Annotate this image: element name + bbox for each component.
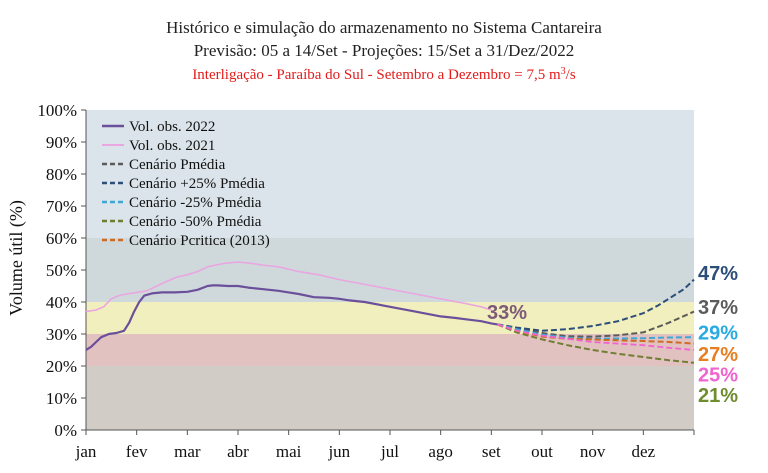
axes: 0% 10% 20% 30% 40% 50% 60% 70% 80% 90% 100% jan fev m…: [37, 101, 695, 461]
end-value-label: 47%: [698, 263, 738, 285]
x-tick-label: dez: [632, 442, 656, 461]
series-line-5: [497, 323, 695, 364]
y-tick-label: 100%: [37, 101, 77, 120]
y-tick-label: 80%: [46, 165, 77, 184]
y-tick-label: 10%: [46, 389, 77, 408]
legend-label: Cenário -25% Pmédia: [129, 195, 262, 211]
x-tick-label: jul: [380, 442, 399, 461]
y-axis-label: Volume útil (%): [6, 200, 27, 316]
y-tick-label: 0%: [54, 421, 77, 440]
end-value-label: 21%: [698, 385, 738, 407]
series-line-7: [497, 323, 695, 351]
range-bands: [86, 110, 694, 430]
legend-label: Cenário Pcritica (2013): [129, 233, 270, 249]
y-tick-label: 30%: [46, 325, 77, 344]
x-tick-label: mai: [276, 442, 302, 461]
band-0: [86, 366, 694, 430]
x-tick-label: jan: [75, 442, 97, 461]
series-layer: [85, 261, 695, 364]
band-4: [86, 110, 694, 238]
end-labels: 47% 37% 29%27%25%21%: [698, 263, 738, 407]
y-tick-label: 50%: [46, 261, 77, 280]
series-line-2: [497, 310, 695, 338]
x-tick-label: nov: [580, 442, 606, 461]
series-line-0: [85, 284, 498, 351]
legend: Vol. obs. 2022 Vol. obs. 2021 Cenário Pméd…: [102, 119, 270, 249]
series-line-3: [497, 278, 695, 332]
x-tick-label: jun: [327, 442, 350, 461]
y-tick-label: 20%: [46, 357, 77, 376]
series-line-4: [497, 323, 695, 340]
y-tick-label: 70%: [46, 197, 77, 216]
x-tick-label: fev: [126, 442, 148, 461]
x-tick-label: mar: [174, 442, 201, 461]
end-value-label: 25%: [698, 365, 738, 387]
chart-note: Interligação - Paraíba do Sul - Setembro…: [192, 66, 576, 84]
x-tick-label: set: [482, 442, 501, 461]
x-tick-label: out: [531, 442, 553, 461]
chart-subtitle: Previsão: 05 a 14/Set - Projeções: 15/Se…: [194, 41, 575, 60]
end-value-label: 37%: [698, 297, 738, 319]
y-tick-label: 90%: [46, 133, 77, 152]
legend-label: Cenário -50% Pmédia: [129, 214, 262, 230]
current-value-label: 33%: [487, 302, 527, 324]
x-tick-label: abr: [227, 442, 249, 461]
legend-label: Cenário +25% Pmédia: [129, 176, 265, 192]
band-1: [86, 334, 694, 366]
legend-label: Vol. obs. 2022: [129, 119, 215, 135]
chart-title: Histórico e simulação do armazenamento n…: [166, 18, 602, 37]
y-tick-label: 60%: [46, 229, 77, 248]
x-tick-label: ago: [428, 442, 453, 461]
legend-label: Vol. obs. 2021: [129, 138, 215, 154]
legend-label: Cenário Pmédia: [129, 157, 226, 173]
end-value-label: 27%: [698, 344, 738, 366]
end-value-label: 29%: [698, 322, 738, 344]
series-line-1: [85, 261, 492, 313]
y-tick-label: 40%: [46, 293, 77, 312]
